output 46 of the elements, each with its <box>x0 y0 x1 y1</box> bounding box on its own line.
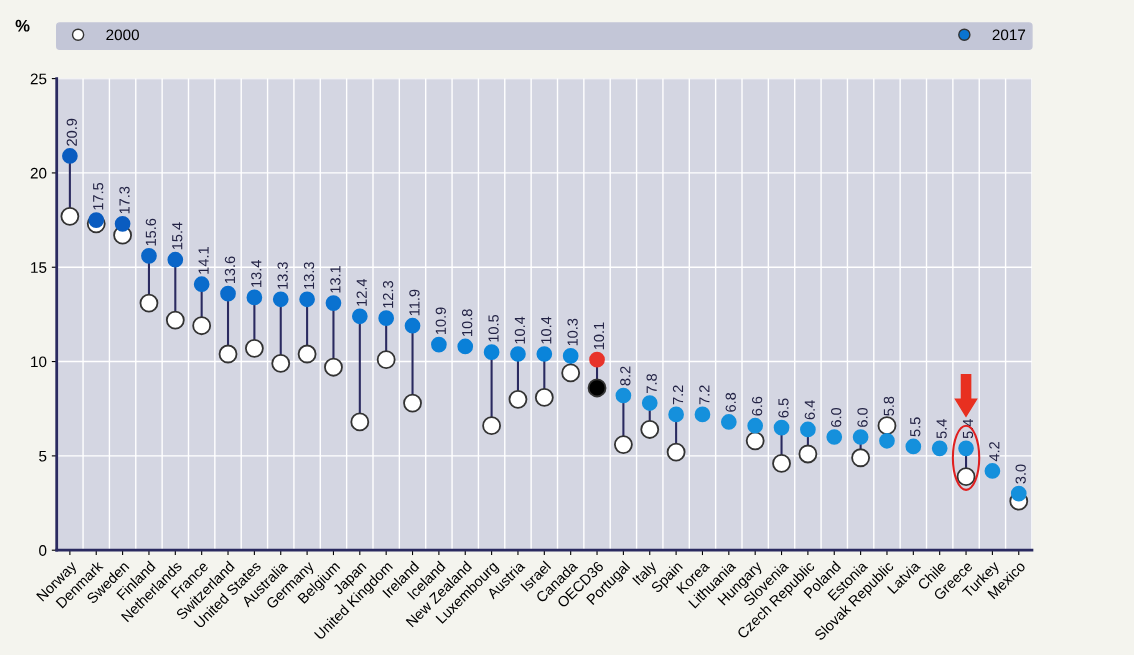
data-label: 4.2 <box>989 442 1000 462</box>
data-label: 6.8 <box>725 392 736 412</box>
data-label: 3.0 <box>1015 464 1026 484</box>
data-label: 10.1 <box>593 322 605 350</box>
data-label: 10.4 <box>514 316 526 344</box>
y-tick-label: 5 <box>39 450 47 462</box>
data-label: 10.8 <box>462 309 473 336</box>
data-label: 13.3 <box>277 262 288 289</box>
data-label: 17.5 <box>93 182 104 210</box>
data-label: 5.5 <box>910 417 921 437</box>
y-tick-label: 20 <box>30 167 47 179</box>
data-label: 7.2 <box>699 385 710 405</box>
data-label: 6.0 <box>857 407 868 427</box>
data-label: 13.3 <box>303 262 315 289</box>
y-tick-label: 0 <box>39 545 47 556</box>
data-label: 13.6 <box>224 256 236 284</box>
legend-label: 2000 <box>106 29 139 41</box>
data-label: 10.5 <box>488 314 499 342</box>
data-label: 17.3 <box>119 186 130 214</box>
data-label: 13.1 <box>330 265 341 293</box>
data-label: 6.6 <box>751 396 763 416</box>
y-tick-label: 10 <box>31 356 47 368</box>
y-tick-label: 15 <box>31 262 47 273</box>
data-label: 5.4 <box>962 419 974 439</box>
data-label: 5.4 <box>936 419 947 439</box>
data-label: 7.8 <box>646 373 657 393</box>
y-axis-title: % <box>15 19 30 32</box>
data-label: 10.3 <box>567 318 578 346</box>
data-label: 5.8 <box>883 396 895 416</box>
data-label: 13.4 <box>251 260 262 287</box>
data-label: 10.4 <box>541 316 552 344</box>
data-label: 11.9 <box>409 289 420 316</box>
data-label: 6.4 <box>804 400 815 420</box>
y-tick-label: 25 <box>30 73 47 85</box>
data-label: 20.9 <box>66 118 77 146</box>
data-label: 8.2 <box>620 366 631 386</box>
data-label: 15.6 <box>145 218 157 246</box>
data-label: 14.1 <box>198 247 209 274</box>
data-label: 6.0 <box>831 407 842 427</box>
data-label: 15.4 <box>172 222 183 250</box>
data-label: 12.3 <box>382 281 394 308</box>
data-label: 6.5 <box>778 398 789 418</box>
legend-label: 2017 <box>992 29 1026 41</box>
data-label: 10.9 <box>435 307 446 335</box>
data-label: 12.4 <box>356 278 367 306</box>
data-label: 7.2 <box>672 385 684 405</box>
